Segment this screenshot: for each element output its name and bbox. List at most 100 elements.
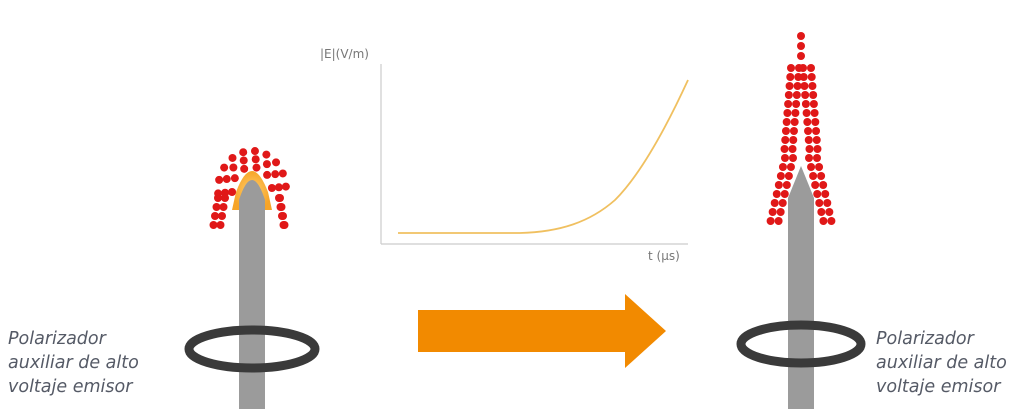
particle-dot (791, 109, 800, 117)
particle-dot (812, 127, 821, 135)
particle-dot (815, 199, 824, 207)
caption-line: Polarizador (8, 329, 106, 349)
particle-dot (221, 194, 229, 202)
particle-dot (790, 118, 799, 126)
left-emitter-assembly (184, 147, 320, 409)
particle-dot (215, 175, 224, 184)
particle-dot (228, 188, 237, 197)
particle-dot (808, 82, 817, 90)
particle-dot (807, 163, 816, 171)
particle-dot (778, 199, 787, 207)
particle-dot (229, 163, 238, 172)
left-emitter-caption: Polarizador auxiliar de alto voltaje emi… (8, 327, 139, 399)
particle-dot (250, 147, 259, 156)
right-emitter-assembly (736, 32, 866, 409)
particle-dot (783, 109, 792, 117)
particle-dot (212, 203, 221, 211)
caption-line: voltaje emisor (8, 377, 133, 397)
particle-dot (279, 221, 288, 229)
particle-dot (797, 52, 805, 60)
particle-dot (276, 203, 285, 211)
particle-dot (784, 172, 793, 180)
particle-dot (803, 118, 812, 126)
particle-dot (805, 154, 813, 162)
particle-dot (810, 109, 819, 117)
right-emitter-caption: Polarizador auxiliar de alto voltaje emi… (876, 327, 1007, 399)
particle-dot (797, 32, 805, 40)
particle-dot (219, 203, 228, 211)
particle-dot (801, 100, 810, 108)
particle-dot (797, 42, 805, 50)
particle-dot (780, 145, 789, 153)
particle-dot (812, 136, 821, 144)
caption-line: Polarizador (876, 329, 974, 349)
particle-dot (786, 73, 795, 81)
particle-dot (785, 82, 794, 90)
particle-dot (781, 127, 790, 135)
right-ring-electrode (736, 320, 866, 368)
graph-x-axis-label: t (µs) (648, 249, 680, 263)
particle-dot (278, 169, 287, 178)
particle-dot (809, 100, 818, 108)
particle-dot (271, 170, 280, 179)
particle-dot (813, 154, 821, 162)
particle-dot (809, 172, 818, 180)
particle-dot (782, 118, 791, 126)
caption-line: auxiliar de alto (8, 353, 139, 373)
particle-dot (802, 109, 811, 117)
particle-dot (776, 208, 785, 216)
particle-dot (281, 182, 290, 191)
particle-dot (776, 172, 785, 180)
particle-dot (209, 221, 218, 229)
particle-dot (222, 175, 231, 184)
particle-dot (819, 181, 828, 189)
particle-dot (792, 100, 801, 108)
particle-dot (813, 145, 822, 153)
particle-dot (823, 199, 832, 207)
particle-dot (214, 194, 222, 202)
right-emitter-needle (788, 166, 814, 409)
particle-dot (813, 190, 822, 198)
left-ring-electrode (184, 325, 320, 373)
particle-dot (807, 64, 815, 72)
particle-dot (827, 217, 836, 225)
particle-dot (766, 217, 775, 225)
particle-dot (239, 156, 248, 165)
particle-dot (804, 136, 813, 144)
particle-dot (789, 136, 798, 144)
particle-dot (240, 164, 249, 173)
particle-dot (263, 170, 272, 179)
particle-dot (811, 118, 820, 126)
particle-dot (793, 82, 802, 90)
particle-dot (239, 148, 248, 157)
graph-field-curve (398, 79, 689, 234)
particle-dot (262, 160, 271, 169)
particle-dot (275, 194, 283, 202)
particle-dot (811, 181, 820, 189)
particle-dot (220, 163, 229, 172)
particle-dot (772, 190, 781, 198)
particle-dot (807, 73, 816, 81)
particle-dot (272, 158, 281, 167)
right-particle-cloud (766, 32, 836, 225)
particle-dot (211, 212, 219, 220)
particle-dot (804, 127, 813, 135)
particle-dot (251, 155, 260, 164)
particle-dot (792, 91, 801, 99)
particle-dot (787, 64, 795, 72)
particle-dot (799, 73, 808, 81)
particle-dot (801, 91, 810, 99)
field-vs-time-graph: |E|(V/m) t (µs) (320, 47, 689, 263)
particle-dot (786, 163, 795, 171)
particle-dot (780, 190, 789, 198)
particle-dot (800, 82, 809, 90)
particle-dot (228, 153, 237, 162)
particle-dot (774, 217, 783, 225)
particle-dot (781, 136, 790, 144)
particle-dot (781, 154, 789, 162)
graph-y-axis-label: |E|(V/m) (320, 47, 369, 61)
particle-dot (274, 183, 283, 192)
particle-dot (789, 154, 797, 162)
particle-dot (809, 91, 818, 99)
particle-dot (278, 212, 286, 220)
